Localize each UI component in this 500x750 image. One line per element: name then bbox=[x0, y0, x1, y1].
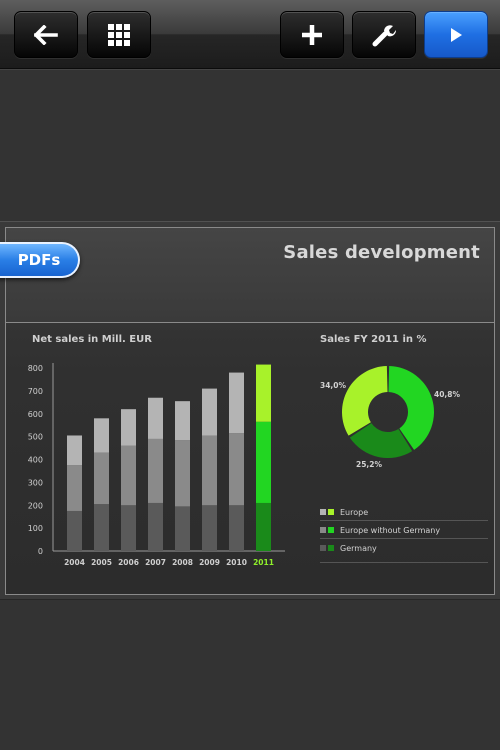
bar-segment bbox=[256, 364, 271, 422]
arrow-left-icon bbox=[34, 24, 58, 45]
y-tick-label: 600 bbox=[28, 410, 43, 419]
bar-segment bbox=[256, 421, 271, 503]
legend-swatch-gray bbox=[320, 527, 326, 533]
top-toolbar bbox=[0, 0, 500, 69]
bar-segment bbox=[121, 445, 136, 506]
bar-segment bbox=[148, 397, 163, 439]
settings-button[interactable] bbox=[352, 11, 416, 58]
add-button[interactable] bbox=[280, 11, 344, 58]
bar-segment bbox=[175, 401, 190, 441]
card-title: Sales development bbox=[283, 242, 480, 263]
pie-slice bbox=[388, 366, 434, 450]
bar-chart-title: Net sales in Mill. EUR bbox=[32, 334, 152, 345]
bar-segment bbox=[121, 505, 136, 551]
bar-segment bbox=[256, 502, 271, 551]
bar-segment bbox=[175, 440, 190, 507]
bar-segment bbox=[175, 506, 190, 551]
legend-label: Germany bbox=[340, 543, 377, 553]
bar-chart-axes: 0 100 200 300 400 500 600 700 800 bbox=[28, 363, 285, 556]
grid-button[interactable] bbox=[87, 11, 151, 58]
bar-segment bbox=[67, 435, 82, 466]
legend-divider bbox=[320, 520, 488, 521]
bar-segment bbox=[94, 504, 109, 551]
legend-label: Europe without Germany bbox=[340, 525, 441, 535]
legend-divider bbox=[320, 538, 488, 539]
pie-chart-marks: 40,8% 25,2% 34,0% bbox=[320, 366, 461, 469]
bar-segment bbox=[202, 435, 217, 506]
bar-segment bbox=[148, 502, 163, 551]
x-tick-label: 2009 bbox=[199, 558, 220, 567]
x-tick-label: 2004 bbox=[64, 558, 85, 567]
legend-swatch-green bbox=[328, 545, 334, 551]
x-tick-label: 2010 bbox=[226, 558, 247, 567]
bar-segment bbox=[67, 510, 82, 551]
bar-segment bbox=[229, 372, 244, 434]
legend-swatch-gray bbox=[320, 509, 326, 515]
legend-swatch-green bbox=[328, 509, 334, 515]
bar-segment bbox=[121, 409, 136, 446]
legend-label: Europe bbox=[340, 507, 369, 517]
play-icon bbox=[451, 27, 462, 42]
y-tick-label: 700 bbox=[28, 387, 43, 396]
pie-slice bbox=[349, 423, 413, 459]
bar-segment bbox=[229, 433, 244, 506]
bar-segment bbox=[67, 465, 82, 511]
grid-icon bbox=[108, 23, 130, 46]
y-tick-label: 100 bbox=[28, 524, 43, 533]
bar-chart-marks: 2004 2005 2006 2007 2008 2009 2010 2011 bbox=[64, 364, 274, 567]
bar-segment bbox=[202, 505, 217, 551]
y-tick-label: 200 bbox=[28, 501, 43, 510]
legend-item-europe-without-germany: Europe without Germany bbox=[320, 524, 440, 536]
bar-segment bbox=[94, 452, 109, 505]
y-tick-label: 400 bbox=[28, 456, 43, 465]
y-tick-label: 300 bbox=[28, 478, 43, 487]
back-button[interactable] bbox=[14, 11, 78, 58]
pdfs-label: PDFs bbox=[17, 251, 61, 269]
x-tick-label: 2007 bbox=[145, 558, 166, 567]
bar-segment bbox=[148, 438, 163, 503]
legend-divider bbox=[320, 562, 488, 563]
pie-slice-label: 40,8% bbox=[434, 390, 461, 399]
play-button[interactable] bbox=[424, 11, 488, 58]
x-tick-label: 2008 bbox=[172, 558, 193, 567]
pdfs-button[interactable]: PDFs bbox=[0, 242, 80, 278]
card-header: Sales development bbox=[6, 228, 494, 323]
x-tick-label: 2011 bbox=[253, 558, 274, 567]
legend-swatch-gray bbox=[320, 545, 326, 551]
pie-slice bbox=[342, 366, 388, 436]
pie-slice-label: 34,0% bbox=[320, 381, 347, 390]
plus-icon bbox=[302, 24, 322, 45]
bar-segment bbox=[229, 505, 244, 551]
pie-slice-label: 25,2% bbox=[356, 460, 383, 469]
y-tick-label: 500 bbox=[28, 433, 43, 442]
legend-item-europe: Europe bbox=[320, 506, 368, 518]
wrench-icon bbox=[372, 24, 397, 46]
x-tick-label: 2006 bbox=[118, 558, 139, 567]
legend-swatch-green bbox=[328, 527, 334, 533]
y-tick-label: 0 bbox=[38, 547, 43, 556]
legend-item-germany: Germany bbox=[320, 542, 377, 554]
pie-chart-title: Sales FY 2011 in % bbox=[320, 334, 427, 345]
x-tick-label: 2005 bbox=[91, 558, 112, 567]
bar-segment bbox=[202, 388, 217, 436]
y-tick-label: 800 bbox=[28, 364, 43, 373]
bar-segment bbox=[94, 418, 109, 453]
